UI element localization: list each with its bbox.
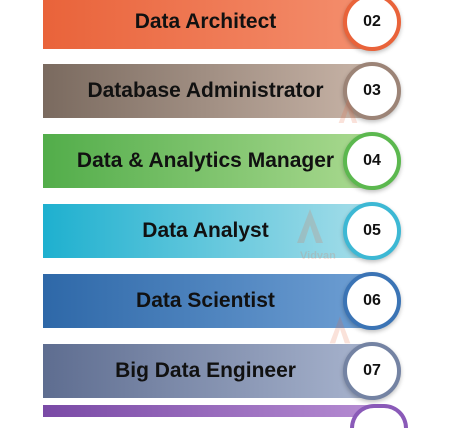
role-label: Data Analyst [142,219,269,242]
role-number: 07 [363,362,381,379]
role-bar: Data Architect [43,0,368,49]
role-number: 06 [363,292,381,309]
role-label: Data & Analytics Manager [76,149,335,172]
role-row-03: Database Administrator 03 [43,62,407,120]
role-bar: Data & Analytics Manager [43,134,368,188]
role-number-badge: 07 [343,342,401,400]
role-bar: Database Administrator [43,64,368,118]
role-number-badge: 03 [343,62,401,120]
role-row-02: Data Architect 02 [43,0,407,51]
role-number: 02 [363,13,381,30]
role-number-badge: 05 [343,202,401,260]
role-row-04: Data & Analytics Manager 04 [43,132,407,190]
role-bar: Data Analyst [43,204,368,258]
role-number-badge: 02 [343,0,401,51]
role-number: 05 [363,222,381,239]
role-bar: Data Scientist [43,274,368,328]
role-row-07: Big Data Engineer 07 [43,342,407,400]
role-bar: Big Data Engineer [43,344,368,398]
role-number-badge: 04 [343,132,401,190]
role-label: Data Architect [134,10,277,33]
role-number: 04 [363,152,381,169]
role-label: Data Scientist [136,289,275,312]
role-bar-partial [43,405,368,417]
role-row-05: Data Analyst 05 [43,202,407,260]
role-label: Big Data Engineer [115,359,296,382]
role-number: 03 [363,82,381,99]
role-label: Database Administrator [87,79,324,102]
role-number-badge: 06 [343,272,401,330]
role-row-06: Data Scientist 06 [43,272,407,330]
